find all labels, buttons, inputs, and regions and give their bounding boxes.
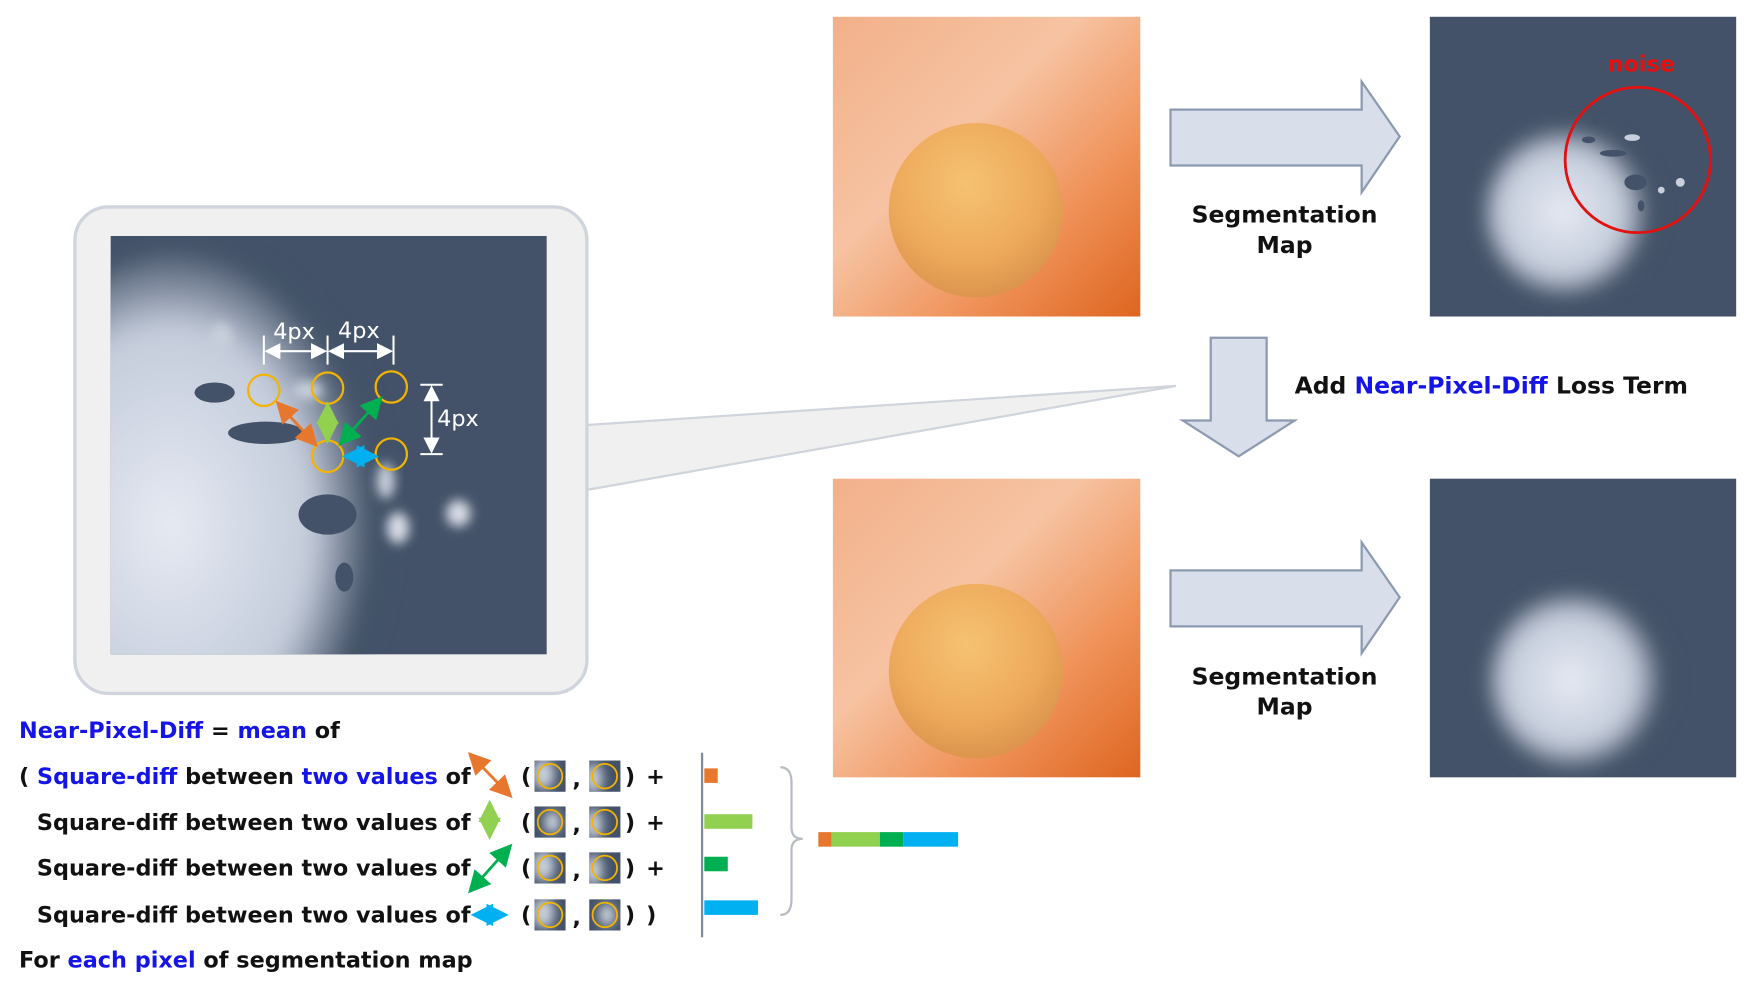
spacing-label: 4px [437,406,479,432]
callout-wedge [585,384,1177,492]
paren: ( [521,764,531,790]
step-label: Segmentation [1192,662,1378,690]
formula-row: Square-diff between two values of [37,810,471,836]
operator: ) [646,903,656,929]
formula-row: Square-diff between two values of [37,903,471,929]
text-segment: Add [1295,372,1355,400]
text-segment: Square-diff between two values of [37,856,471,882]
noise-circle [1563,85,1712,235]
input-image [832,16,1141,317]
zoom-panel: 4px 4px 4px [110,235,547,655]
text-segment: between [177,764,301,790]
operator: + [646,856,665,882]
paren: ) [625,810,635,836]
spacing-label: 4px [273,319,315,345]
diff-bars [700,752,959,938]
arrow-right [1169,538,1402,657]
text-segment: of [438,764,471,790]
formula-row: ( Square-diff between two values of [19,764,471,790]
arrow-down [1178,336,1299,458]
step-label: Segmentation [1192,201,1378,229]
operator: + [646,810,665,836]
text-segment: of segmentation map [196,947,473,973]
separator: , [572,812,580,838]
text-segment: Near-Pixel-Diff [19,718,204,744]
noise-label: noise [1607,52,1674,78]
separator: , [572,905,580,931]
text-segment: = [203,718,237,744]
paren: ( [521,903,531,929]
step-label: Map [1257,231,1313,259]
text-segment: ( [19,764,37,790]
loss-step-label: Add Near-Pixel-Diff Loss Term [1295,372,1688,400]
paren: ) [625,903,635,929]
formula-title: Near-Pixel-Diff = mean of [19,718,340,744]
segmentation-map-noisy [1429,16,1737,317]
text-segment: Square-diff between two values of [37,810,471,836]
text-segment: Near-Pixel-Diff [1355,372,1549,400]
paren: ( [521,856,531,882]
row-arrows [467,752,513,927]
formula-footer: For each pixel of segmentation map [19,947,473,973]
paren: ) [625,856,635,882]
text-segment: two values [302,764,438,790]
paren: ) [625,764,635,790]
text-segment: each pixel [68,947,196,973]
step-label: Map [1257,693,1313,721]
text-segment: mean [237,718,306,744]
text-segment: Square-diff [37,764,178,790]
segmentation-map-clean [1429,478,1737,778]
paren: ( [521,810,531,836]
text-segment: of [307,718,340,744]
input-image [832,478,1141,778]
text-segment: For [19,947,68,973]
operator: + [646,764,665,790]
formula-row: Square-diff between two values of [37,856,471,882]
separator: , [572,766,580,792]
text-segment: Square-diff between two values of [37,903,471,929]
spacing-label: 4px [338,318,380,344]
arrow-right [1169,78,1402,197]
separator: , [572,858,580,884]
text-segment: Loss Term [1548,372,1688,400]
